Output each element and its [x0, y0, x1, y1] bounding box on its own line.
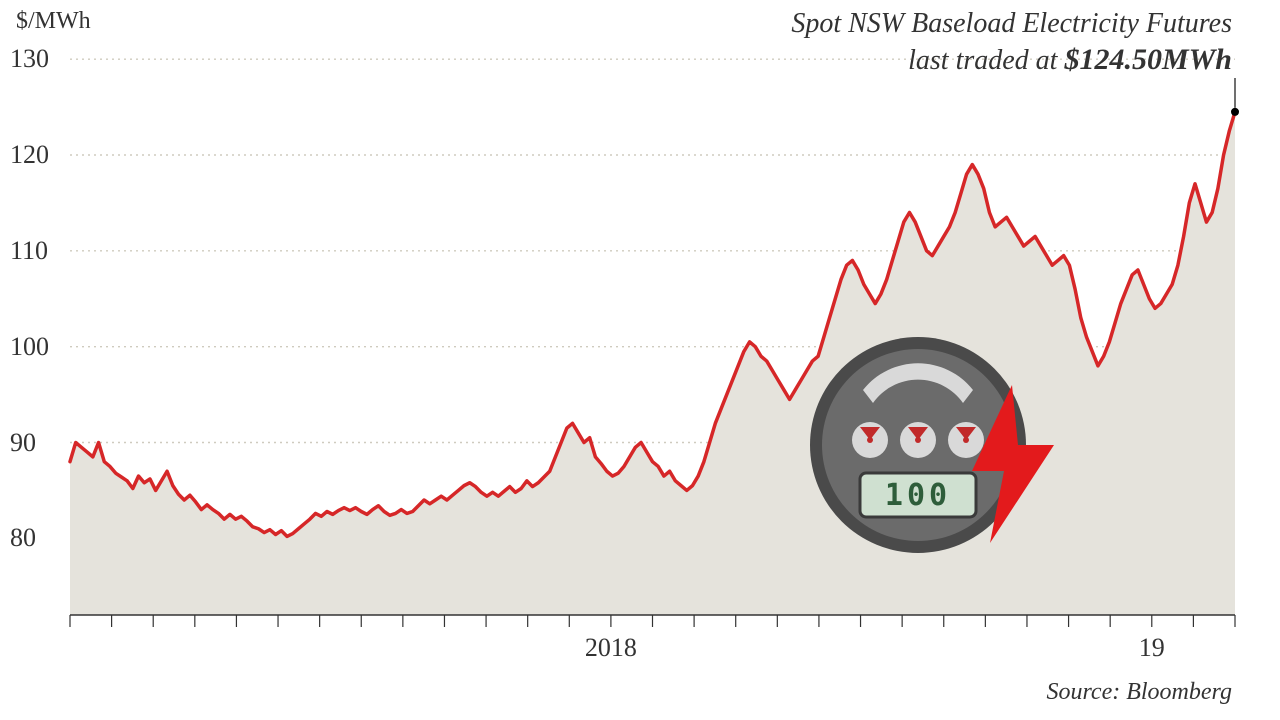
y-tick-label: 120: [10, 142, 62, 168]
x-tick-label: 19: [1139, 633, 1165, 663]
annotation-price: $124.50MWh: [1064, 43, 1232, 76]
y-tick-label: 80: [10, 525, 62, 551]
svg-text:100: 100: [885, 478, 951, 513]
y-tick-label: 110: [10, 238, 62, 264]
y-tick-label: 90: [10, 430, 62, 456]
source-label: Source: Bloomberg: [1046, 679, 1232, 706]
annotation-line2-prefix: last traded at: [908, 45, 1064, 76]
line-chart: 100: [0, 0, 1280, 720]
annotation-callout: Spot NSW Baseload Electricity Futures la…: [791, 6, 1232, 79]
y-tick-label: 100: [10, 334, 62, 360]
chart-container: $/MWh 100 Spot NSW Baseload Electricity …: [0, 0, 1280, 720]
annotation-line1: Spot NSW Baseload Electricity Futures: [791, 8, 1232, 39]
x-tick-label: 2018: [585, 633, 637, 663]
y-tick-label: 130: [10, 46, 62, 72]
